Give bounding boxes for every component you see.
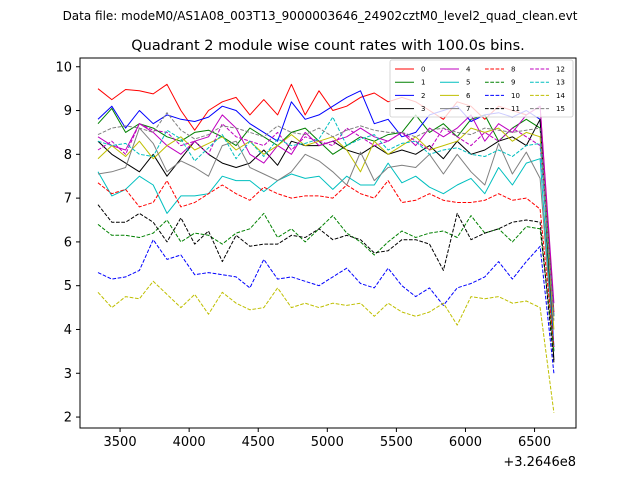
legend-label-9: 9 bbox=[511, 79, 515, 87]
series-line-11 bbox=[97, 204, 555, 363]
series-line-14 bbox=[97, 280, 555, 413]
legend-label-12: 12 bbox=[556, 66, 565, 74]
plot-frame bbox=[79, 57, 577, 429]
legend-label-8: 8 bbox=[511, 66, 515, 74]
series-line-9 bbox=[97, 212, 555, 352]
series-layer bbox=[97, 83, 555, 413]
y-tick-label: 5 bbox=[64, 279, 72, 294]
legend-label-4: 4 bbox=[466, 66, 471, 74]
x-tick-label: 5500 bbox=[380, 435, 413, 450]
x-tick-label: 6000 bbox=[449, 435, 482, 450]
x-tick-label: 4000 bbox=[173, 435, 206, 450]
series-line-7 bbox=[97, 127, 555, 352]
series-line-13 bbox=[97, 116, 555, 317]
series-line-15 bbox=[97, 112, 555, 321]
y-tick-label: 8 bbox=[64, 148, 72, 163]
x-tick-label: 6500 bbox=[518, 435, 551, 450]
y-tick-label: 2 bbox=[64, 411, 72, 426]
y-tick-label: 10 bbox=[55, 60, 72, 75]
y-tick-label: 7 bbox=[64, 192, 72, 207]
chart-title: Quadrant 2 module wise count rates with … bbox=[131, 38, 525, 54]
legend-box bbox=[389, 59, 574, 118]
legend-label-14: 14 bbox=[556, 92, 565, 100]
legend-label-6: 6 bbox=[466, 92, 471, 100]
series-line-5 bbox=[97, 158, 555, 352]
series-line-8 bbox=[97, 180, 555, 348]
legend-label-13: 13 bbox=[556, 79, 565, 87]
legend-label-1: 1 bbox=[421, 79, 425, 87]
legend-label-10: 10 bbox=[511, 92, 520, 100]
legend-label-15: 15 bbox=[556, 105, 565, 113]
series-line-10 bbox=[97, 239, 555, 374]
series-line-2 bbox=[97, 90, 555, 348]
legend-label-7: 7 bbox=[466, 105, 470, 113]
y-tick-label: 4 bbox=[64, 323, 72, 338]
legend-label-5: 5 bbox=[466, 79, 470, 87]
series-line-12 bbox=[97, 123, 555, 317]
legend-label-11: 11 bbox=[511, 105, 520, 113]
y-tick-label: 3 bbox=[64, 367, 72, 382]
x-tick-label: 3500 bbox=[104, 435, 137, 450]
chart-suptitle: Data file: modeM0/AS1A08_003T13_90000036… bbox=[63, 9, 578, 23]
legend-label-2: 2 bbox=[421, 92, 425, 100]
x-tick-label: 5000 bbox=[311, 435, 344, 450]
legend-label-3: 3 bbox=[421, 105, 425, 113]
y-tick-label: 9 bbox=[64, 104, 72, 119]
series-line-6 bbox=[97, 127, 555, 330]
y-tick-label: 6 bbox=[64, 235, 72, 250]
legend-label-0: 0 bbox=[421, 66, 425, 74]
x-tick-label: 4500 bbox=[242, 435, 275, 450]
x-offset-label: +3.2646e8 bbox=[503, 455, 576, 470]
